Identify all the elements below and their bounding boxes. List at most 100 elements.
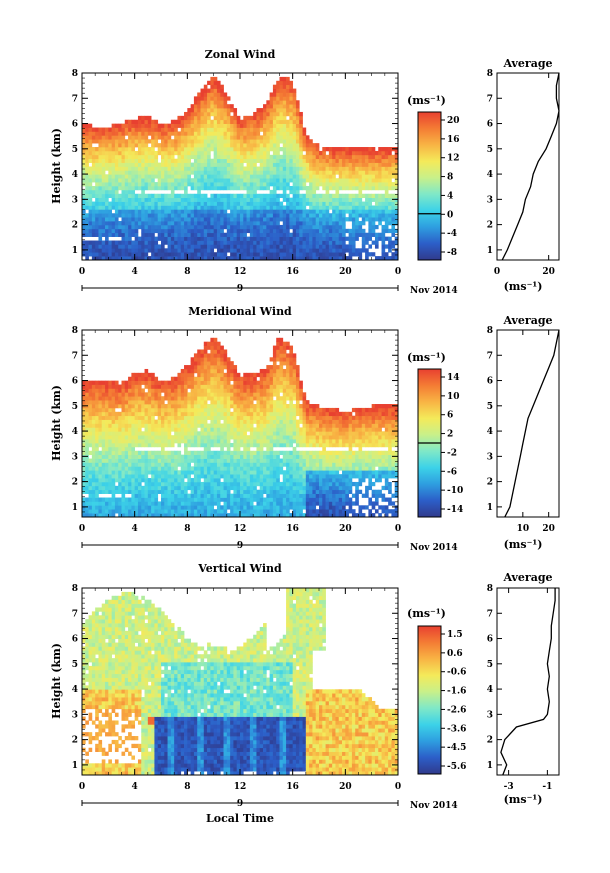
heatmap-cell <box>180 439 185 444</box>
heatmap-cell <box>101 400 106 405</box>
heatmap-cell <box>144 197 149 202</box>
heatmap-cell <box>210 427 215 432</box>
y-tick-label: 2 <box>72 221 78 231</box>
heatmap-cell <box>184 221 188 226</box>
heatmap-cell <box>200 384 205 389</box>
heatmap-cell <box>82 189 86 195</box>
heatmap-cell <box>210 185 215 191</box>
heatmap-cell <box>167 384 172 389</box>
heatmap-cell <box>328 147 333 152</box>
heatmap-cell <box>371 174 376 179</box>
heatmap-cell <box>187 236 191 241</box>
heatmap-cell <box>128 505 132 510</box>
heatmap-cell <box>137 415 142 420</box>
heatmap-cell <box>141 372 145 378</box>
heatmap-cell <box>213 376 218 381</box>
heatmap-cell <box>207 345 211 350</box>
heatmap-cell <box>131 392 136 397</box>
heatmap-cell <box>98 478 103 483</box>
heatmap-cell <box>144 127 149 132</box>
heatmap-cell <box>174 384 178 389</box>
heatmap-cell <box>240 213 244 218</box>
heatmap-cell <box>216 435 221 440</box>
heatmap-cell <box>124 228 129 234</box>
heatmap-cell <box>207 454 211 459</box>
heatmap-cell <box>351 224 356 230</box>
heatmap-cell <box>276 178 280 183</box>
heatmap-cell <box>134 392 139 397</box>
heatmap-cell <box>108 431 112 436</box>
heatmap-cell <box>170 485 175 491</box>
heatmap-cell <box>391 209 396 214</box>
heatmap-cell <box>187 209 191 214</box>
heatmap-cell <box>137 123 142 128</box>
heatmap-cell <box>266 240 270 245</box>
heatmap-cell <box>226 127 231 132</box>
heatmap-cell <box>276 80 280 86</box>
heatmap-cell <box>345 150 349 156</box>
heatmap-cell <box>177 205 182 210</box>
heatmap-cell <box>342 209 346 214</box>
heatmap-cell <box>177 450 182 456</box>
heatmap-cell <box>170 384 175 389</box>
heatmap-cell <box>210 361 215 366</box>
heatmap-cell <box>164 454 168 459</box>
heatmap-cell <box>157 450 162 456</box>
heatmap-cell <box>121 442 126 448</box>
heatmap-cell <box>266 104 270 109</box>
heatmap-cell <box>292 170 297 175</box>
heatmap-cell <box>164 170 168 175</box>
heatmap-cell <box>249 139 254 144</box>
heatmap-cell <box>105 513 109 518</box>
heatmap-cell <box>174 481 178 487</box>
heatmap-cell <box>154 513 159 518</box>
heatmap-cell <box>147 392 152 397</box>
heatmap-cell <box>91 201 96 206</box>
heatmap-cell <box>213 166 218 171</box>
heatmap-cell <box>259 178 264 183</box>
heatmap-cell <box>98 485 103 491</box>
heatmap-cell <box>180 376 185 381</box>
heatmap-cell <box>236 158 241 163</box>
heatmap-cell <box>167 256 172 261</box>
heatmap-cell <box>286 150 290 156</box>
heatmap-cell <box>338 221 343 226</box>
heatmap-cell <box>118 466 122 471</box>
heatmap-cell <box>137 493 142 498</box>
heatmap-cell <box>164 419 168 424</box>
heatmap-cell <box>124 240 129 245</box>
heatmap-cell <box>259 182 264 187</box>
heatmap-cell <box>263 104 267 109</box>
heatmap-cell <box>91 256 96 261</box>
heatmap-cell <box>200 217 205 222</box>
heatmap-cell <box>95 158 99 163</box>
heatmap-cell <box>167 205 172 210</box>
heatmap-cell <box>137 388 142 393</box>
heatmap-cell <box>170 454 175 459</box>
heatmap-cell <box>240 252 244 257</box>
heatmap-cell <box>118 252 122 257</box>
heatmap-cell <box>200 240 205 245</box>
heatmap-cell <box>276 96 280 101</box>
heatmap-cell <box>147 384 152 389</box>
heatmap-cell <box>187 497 191 502</box>
heatmap-cell <box>144 423 149 428</box>
heatmap-cell <box>325 182 330 187</box>
heatmap-cell <box>236 178 241 183</box>
heatmap-cell <box>210 384 215 389</box>
heatmap-cell <box>118 427 122 432</box>
heatmap-cell <box>98 209 103 214</box>
heatmap-cell <box>200 197 205 202</box>
day-label: 9 <box>237 284 243 294</box>
heatmap-cell <box>292 240 297 245</box>
heatmap-cell <box>203 357 208 362</box>
heatmap-cell <box>137 252 142 257</box>
heatmap-cell <box>197 470 201 475</box>
y-tick-label: 1 <box>72 246 78 256</box>
heatmap-cell <box>302 256 307 261</box>
heatmap-cell <box>394 248 399 253</box>
heatmap-cell <box>216 174 221 179</box>
heatmap-cell <box>124 388 129 393</box>
heatmap-cell <box>381 205 386 210</box>
heatmap-cell <box>101 462 106 467</box>
